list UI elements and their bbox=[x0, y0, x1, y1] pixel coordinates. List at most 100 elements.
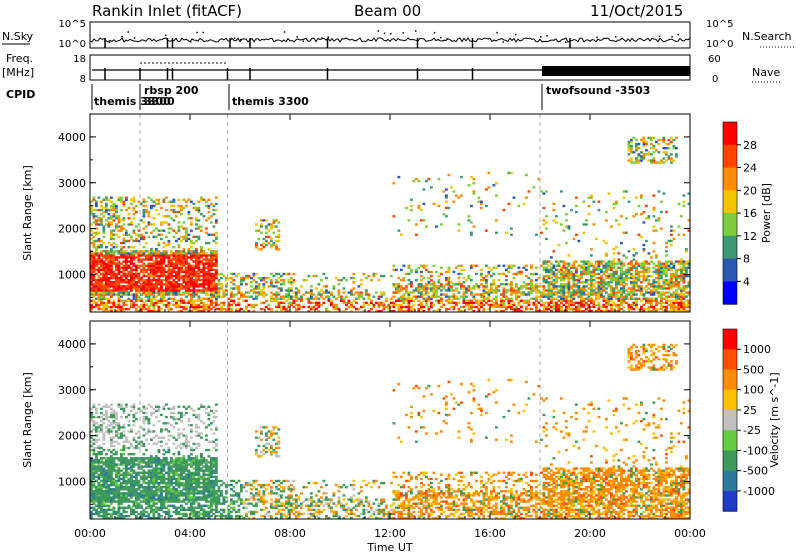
scatter-cell bbox=[445, 293, 448, 296]
scatter-cell bbox=[227, 303, 231, 307]
scatter-cell bbox=[127, 291, 131, 294]
scatter-cell bbox=[127, 481, 131, 485]
scatter-cell bbox=[315, 303, 318, 307]
scatter-cell bbox=[127, 256, 131, 259]
scatter-cell bbox=[152, 223, 156, 226]
scatter-cell bbox=[197, 270, 201, 274]
scatter-cell bbox=[157, 252, 161, 255]
scatter-cell bbox=[170, 268, 173, 272]
scatter-cell bbox=[117, 442, 121, 446]
scatter-cell bbox=[95, 510, 98, 514]
scatter-cell bbox=[107, 283, 111, 286]
scatter-cell bbox=[95, 459, 98, 462]
scatter-cell bbox=[450, 287, 453, 290]
scatter-cell bbox=[430, 274, 433, 278]
scatter-cell bbox=[132, 250, 136, 253]
scatter-cell bbox=[272, 225, 276, 228]
scatter-cell bbox=[435, 293, 438, 296]
scatter-cell bbox=[175, 210, 178, 214]
scatter-cell bbox=[570, 264, 573, 267]
scatter-cell bbox=[105, 417, 108, 421]
scatter-cell bbox=[632, 307, 636, 311]
scatter-cell bbox=[682, 295, 686, 298]
scatter-cell bbox=[400, 233, 403, 236]
scatter-cell bbox=[97, 293, 101, 296]
scatter-cell bbox=[615, 219, 618, 222]
scatter-cell bbox=[127, 206, 131, 210]
scatter-cell bbox=[665, 309, 668, 313]
scatter-cell bbox=[142, 279, 146, 282]
scatter-cell bbox=[187, 270, 191, 274]
scatter-cell bbox=[627, 276, 631, 280]
scatter-cell bbox=[190, 283, 193, 286]
scatter-cell bbox=[667, 147, 671, 150]
scatter-cell bbox=[510, 297, 513, 300]
scatter-cell bbox=[420, 291, 423, 294]
scatter-cell bbox=[105, 274, 108, 278]
scatter-cell bbox=[100, 500, 103, 503]
scatter-cell bbox=[255, 287, 258, 290]
scatter-cell bbox=[630, 297, 633, 300]
scatter-cell bbox=[102, 307, 106, 311]
scatter-cell bbox=[145, 210, 148, 214]
scatter-cell bbox=[157, 241, 161, 245]
scatter-cell bbox=[145, 289, 148, 292]
scatter-cell bbox=[420, 283, 423, 286]
scatter-cell bbox=[175, 258, 178, 261]
scatter-cell bbox=[512, 272, 516, 276]
nsearch-point bbox=[165, 34, 167, 36]
scatter-cell bbox=[167, 279, 171, 282]
scatter-cell bbox=[422, 276, 426, 280]
scatter-cell bbox=[110, 217, 113, 220]
scatter-cell bbox=[110, 477, 113, 481]
scatter-cell bbox=[230, 295, 233, 298]
scatter-cell bbox=[417, 303, 421, 307]
scatter-cell bbox=[435, 289, 438, 292]
scatter-cell bbox=[132, 258, 136, 261]
scatter-cell bbox=[672, 159, 676, 162]
scatter-cell bbox=[292, 305, 296, 309]
scatter-cell bbox=[660, 161, 663, 164]
scatter-cell bbox=[597, 281, 601, 284]
scatter-cell bbox=[660, 272, 663, 276]
scatter-cell bbox=[175, 272, 178, 276]
scatter-cell bbox=[95, 281, 98, 284]
scatter-cell bbox=[210, 283, 213, 286]
scatter-cell bbox=[110, 411, 113, 415]
scatter-cell bbox=[132, 407, 136, 410]
scatter-cell bbox=[570, 295, 573, 298]
scatter-cell bbox=[100, 219, 103, 222]
scatter-cell bbox=[647, 153, 651, 156]
scatter-cell bbox=[275, 279, 278, 282]
scatter-cell bbox=[592, 283, 596, 286]
scatter-cell bbox=[620, 272, 623, 276]
scatter-cell bbox=[467, 289, 471, 292]
scatter-cell bbox=[197, 235, 201, 239]
scatter-cell bbox=[685, 274, 688, 278]
scatter-cell bbox=[105, 208, 108, 212]
scatter-cell bbox=[637, 307, 641, 311]
scatter-cell bbox=[417, 204, 421, 208]
scatter-cell bbox=[102, 227, 106, 230]
scatter-cell bbox=[152, 289, 156, 292]
scatter-cell bbox=[145, 270, 148, 274]
scatter-cell bbox=[105, 305, 108, 309]
scatter-cell bbox=[652, 283, 656, 286]
scatter-cell bbox=[535, 233, 538, 236]
scatter-cell bbox=[125, 266, 128, 269]
scatter-cell bbox=[142, 283, 146, 286]
scatter-cell bbox=[292, 291, 296, 294]
scatter-cell bbox=[140, 457, 143, 460]
scatter-cell bbox=[102, 256, 106, 259]
scatter-cell bbox=[557, 303, 561, 307]
scatter-cell bbox=[157, 233, 161, 236]
scatter-cell bbox=[335, 307, 338, 311]
scatter-cell bbox=[447, 295, 451, 298]
scatter-cell bbox=[675, 272, 678, 276]
scatter-cell bbox=[465, 295, 468, 298]
scatter-cell bbox=[97, 243, 101, 247]
scatter-cell bbox=[115, 303, 118, 307]
scatter-cell bbox=[200, 270, 203, 274]
scatter-cell bbox=[447, 206, 451, 210]
scatter-cell bbox=[157, 283, 161, 286]
